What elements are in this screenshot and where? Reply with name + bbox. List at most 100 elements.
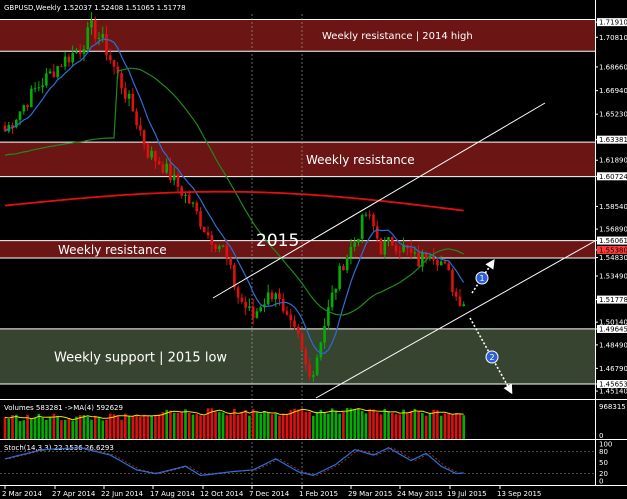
volume-bar bbox=[221, 412, 225, 439]
candle-body bbox=[424, 252, 428, 259]
projection-arrows-layer: 12 bbox=[469, 259, 513, 395]
volume-bar bbox=[345, 408, 349, 439]
volume-bar bbox=[338, 413, 341, 439]
volume-bar bbox=[105, 419, 108, 439]
price-tag bbox=[597, 172, 627, 181]
candle-body bbox=[131, 93, 135, 112]
price-label: 1.53490 bbox=[599, 272, 627, 280]
volume-bar bbox=[14, 414, 18, 439]
scenario-marker bbox=[475, 271, 489, 285]
fast-ma-line bbox=[4, 38, 465, 354]
volume-bar bbox=[263, 410, 266, 439]
volume-bar bbox=[255, 412, 259, 439]
volume-bar bbox=[428, 413, 432, 439]
candle-body bbox=[233, 264, 236, 288]
volume-bar bbox=[3, 417, 7, 439]
price-label: 1.56061 bbox=[599, 237, 627, 245]
price-label: 1.54830 bbox=[599, 254, 627, 262]
volume-bar bbox=[131, 415, 135, 439]
volume-bar bbox=[312, 415, 315, 439]
candle-body bbox=[383, 241, 387, 255]
volume-bar bbox=[191, 414, 195, 439]
candle-body bbox=[97, 37, 101, 39]
volume-bar bbox=[169, 410, 172, 439]
volume-bar bbox=[112, 414, 116, 439]
price-tag bbox=[597, 135, 627, 144]
stoch-label: Stoch(14,3,3) 22.1536 26.6293 bbox=[4, 444, 114, 452]
candle-body bbox=[451, 270, 454, 293]
candle-body bbox=[214, 244, 217, 249]
volume-bar bbox=[233, 408, 236, 439]
volume-bar bbox=[218, 412, 221, 439]
volume-bar bbox=[327, 413, 330, 439]
candle-body bbox=[308, 364, 311, 377]
volume-bar bbox=[266, 412, 270, 439]
volume-bar bbox=[447, 413, 450, 439]
candle-body bbox=[221, 245, 225, 247]
volume-bar bbox=[150, 415, 153, 439]
candle-body bbox=[75, 51, 78, 53]
volume-bar bbox=[458, 414, 462, 439]
candle-body bbox=[349, 246, 353, 258]
volume-bar bbox=[375, 412, 379, 439]
candle-body bbox=[402, 244, 405, 252]
zone-label: Weekly support | 2015 low bbox=[54, 350, 227, 365]
price-label: 1.58540 bbox=[599, 203, 627, 211]
candle-body bbox=[14, 119, 18, 128]
volume-bar bbox=[368, 409, 372, 439]
volume-bar bbox=[71, 420, 74, 439]
date-label: 19 Jul 2015 bbox=[447, 490, 487, 498]
channel-upper-line bbox=[212, 102, 546, 299]
candle-body bbox=[293, 320, 296, 327]
volume-bar bbox=[26, 414, 29, 439]
candle-body bbox=[93, 20, 97, 39]
volume-bar bbox=[86, 416, 90, 439]
candle-body bbox=[436, 259, 439, 266]
volume-bar bbox=[443, 413, 447, 439]
candle-body bbox=[56, 66, 59, 78]
chart-title: GBPUSD,Weekly 1.52037 1.52408 1.51065 1.… bbox=[4, 4, 186, 12]
price-label: 1.46790 bbox=[599, 365, 627, 373]
volume-bar bbox=[202, 415, 206, 439]
price-label: 1.66940 bbox=[599, 87, 627, 95]
candle-body bbox=[210, 235, 214, 245]
volume-bar bbox=[101, 420, 105, 439]
volume-bar bbox=[315, 411, 319, 439]
volume-bar bbox=[353, 409, 356, 439]
slow-ma-line bbox=[4, 190, 464, 212]
price-label: 1.48490 bbox=[599, 341, 627, 349]
candle-body bbox=[263, 304, 266, 308]
grid-layer bbox=[251, 14, 303, 485]
volume-bar bbox=[357, 408, 360, 439]
date-label: 2 Mar 2014 bbox=[2, 490, 42, 498]
volume-bar bbox=[225, 415, 229, 439]
candle-body bbox=[157, 161, 161, 165]
candle-body bbox=[421, 252, 424, 267]
candle-body bbox=[236, 287, 240, 298]
candle-body bbox=[323, 325, 326, 343]
price-tag bbox=[597, 236, 627, 245]
volume-bar bbox=[417, 411, 420, 439]
volume-bar bbox=[176, 412, 180, 439]
candle-body bbox=[345, 257, 349, 271]
candle-body bbox=[37, 87, 41, 89]
volume-bar bbox=[22, 420, 26, 439]
date-label: 24 May 2015 bbox=[397, 490, 443, 498]
volume-bar bbox=[108, 413, 112, 439]
candle-body bbox=[142, 130, 146, 145]
candle-body bbox=[248, 306, 251, 308]
volume-bar bbox=[195, 414, 199, 439]
volume-bar bbox=[406, 413, 409, 439]
volume-bar bbox=[63, 419, 67, 439]
volume-bar bbox=[244, 409, 247, 439]
volume-bar bbox=[248, 415, 251, 439]
candle-body bbox=[342, 266, 345, 271]
price-label: 1.70810 bbox=[599, 34, 627, 42]
volume-bar bbox=[451, 414, 454, 439]
volume-bar bbox=[304, 411, 308, 439]
date-label: 12 Oct 2014 bbox=[200, 490, 244, 498]
volume-bar bbox=[308, 411, 311, 439]
volume-bar bbox=[229, 414, 232, 439]
candle-body bbox=[172, 174, 176, 181]
